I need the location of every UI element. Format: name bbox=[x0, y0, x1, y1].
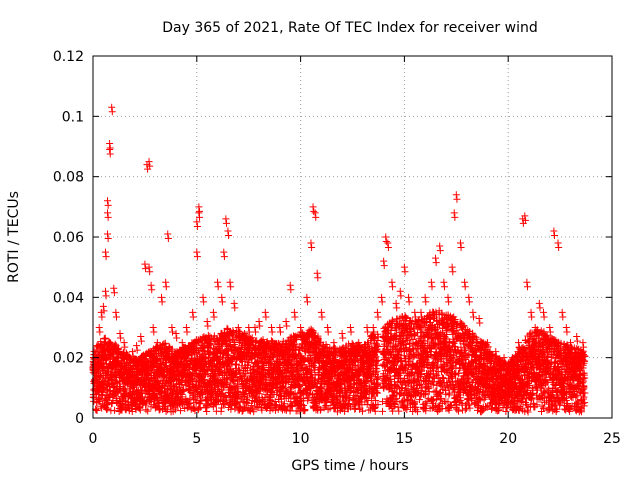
band-point bbox=[102, 355, 110, 363]
band-point bbox=[119, 375, 127, 383]
band-point bbox=[130, 382, 138, 390]
band-point bbox=[234, 385, 242, 393]
band-point bbox=[97, 372, 105, 380]
band-point bbox=[142, 406, 150, 414]
band-point bbox=[222, 393, 230, 401]
band-point bbox=[122, 387, 130, 395]
band-point bbox=[244, 394, 252, 402]
band-point bbox=[133, 388, 141, 396]
band-point bbox=[111, 406, 119, 414]
band-point bbox=[243, 398, 251, 406]
chart-title: Day 365 of 2021, Rate Of TEC Index for r… bbox=[162, 20, 537, 36]
band-point bbox=[217, 404, 225, 412]
band-point bbox=[202, 335, 210, 343]
band-point bbox=[147, 367, 155, 375]
band-point bbox=[189, 390, 197, 398]
band-point bbox=[250, 408, 258, 416]
band-point bbox=[222, 375, 230, 383]
band-point bbox=[248, 402, 256, 410]
band-point bbox=[167, 393, 175, 401]
band-point bbox=[245, 406, 253, 414]
band-point bbox=[171, 406, 179, 414]
band-point bbox=[220, 382, 228, 390]
band-point bbox=[248, 334, 256, 342]
band-point bbox=[223, 324, 231, 332]
band-point bbox=[213, 382, 221, 390]
band-point bbox=[160, 340, 168, 348]
band-point bbox=[225, 351, 233, 359]
band-point bbox=[168, 345, 176, 353]
band-point bbox=[241, 357, 249, 365]
band-point bbox=[244, 399, 252, 407]
band-point bbox=[203, 367, 211, 375]
band-point bbox=[144, 407, 152, 415]
band-point bbox=[163, 406, 171, 414]
band-point bbox=[177, 407, 185, 415]
band-point bbox=[137, 387, 145, 395]
band-point bbox=[109, 382, 117, 390]
band-point bbox=[93, 406, 101, 414]
band-point bbox=[190, 403, 198, 411]
band-point bbox=[233, 383, 241, 391]
band-point bbox=[92, 406, 100, 414]
band-point bbox=[379, 407, 387, 415]
band-point bbox=[229, 352, 237, 360]
band-point bbox=[395, 407, 403, 415]
band-point bbox=[186, 400, 194, 408]
band-point bbox=[161, 339, 169, 347]
band-point bbox=[144, 370, 152, 378]
band-point bbox=[177, 359, 185, 367]
band-point bbox=[219, 369, 227, 377]
band-point bbox=[196, 403, 204, 411]
band-point bbox=[103, 405, 111, 413]
band-point bbox=[235, 403, 243, 411]
band-point bbox=[185, 399, 193, 407]
band-point bbox=[255, 390, 263, 398]
band-point bbox=[436, 396, 444, 404]
band-point bbox=[227, 405, 235, 413]
band-point bbox=[221, 400, 229, 408]
band-point bbox=[231, 405, 239, 413]
data-points bbox=[89, 103, 589, 416]
band-point bbox=[240, 390, 248, 398]
band-point bbox=[191, 407, 199, 415]
band-point bbox=[153, 395, 161, 403]
band-point bbox=[164, 348, 172, 356]
